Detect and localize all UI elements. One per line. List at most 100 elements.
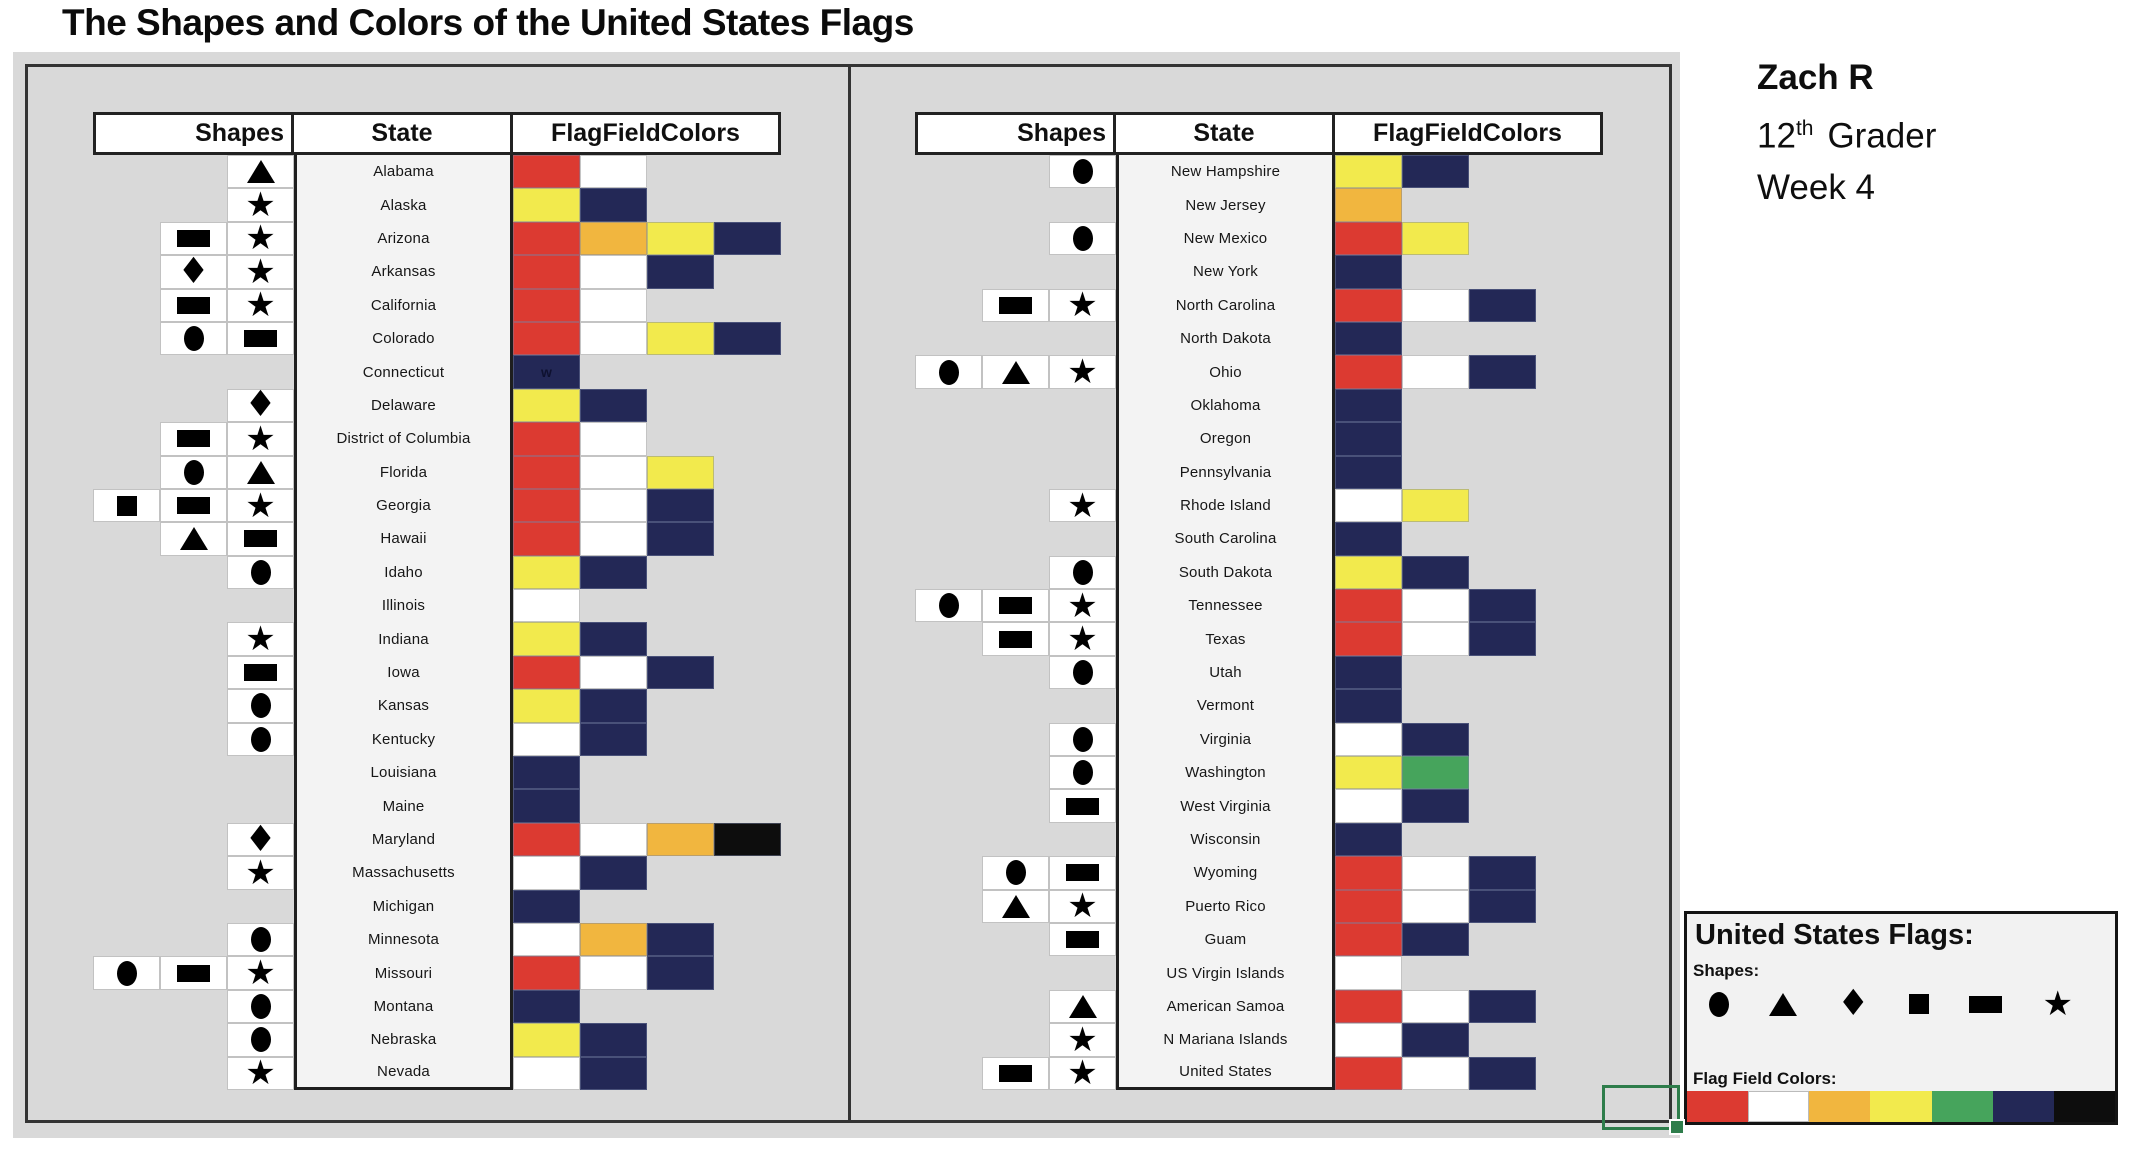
flag-color-cell-yellow bbox=[647, 455, 714, 489]
flag-color-cell-yellow bbox=[513, 1023, 580, 1057]
flag-color-cell-empty bbox=[1469, 756, 1536, 789]
shape-cell-empty bbox=[982, 756, 1049, 789]
shape-cell-empty bbox=[160, 355, 227, 388]
header-shapes: Shapes bbox=[93, 112, 294, 155]
author-annotation: Zach R 12th Grader Week 4 bbox=[1757, 52, 1936, 213]
shape-cell bbox=[1049, 789, 1116, 823]
flag-color-cell-empty bbox=[714, 1023, 781, 1056]
circle-icon bbox=[183, 326, 204, 352]
flag-color-cell-navy: w bbox=[513, 355, 580, 389]
circle-icon bbox=[183, 459, 204, 485]
flag-color-cell-empty bbox=[1402, 422, 1469, 455]
state-label: Wisconsin bbox=[1116, 822, 1335, 857]
flag-color-cell-navy bbox=[513, 889, 580, 923]
shape-cell-empty bbox=[915, 890, 982, 923]
flag-color-cell-navy bbox=[1402, 155, 1469, 189]
flag-color-cell-navy bbox=[1469, 288, 1536, 322]
flag-color-cell-empty bbox=[1402, 389, 1469, 422]
flag-color-cell-empty bbox=[714, 890, 781, 923]
flag-color-cell-empty bbox=[1469, 823, 1536, 856]
shape-cell-empty bbox=[1049, 422, 1116, 455]
shape-cell-empty bbox=[915, 1023, 982, 1056]
shape-cell: ★ bbox=[227, 288, 294, 322]
rectangle-icon bbox=[999, 597, 1032, 615]
flag-color-cell-navy bbox=[1402, 1023, 1469, 1057]
flag-color-cell-empty bbox=[714, 522, 781, 555]
flag-color-cell-empty bbox=[1536, 622, 1603, 655]
state-label: United States bbox=[1116, 1056, 1335, 1090]
flag-color-cell-red bbox=[513, 288, 580, 322]
shape-cell-empty bbox=[1049, 389, 1116, 422]
state-label: Delaware bbox=[294, 388, 513, 423]
shape-cell bbox=[227, 922, 294, 957]
flag-color-cell-empty bbox=[1536, 723, 1603, 756]
triangle-icon bbox=[179, 527, 208, 551]
shape-cell-empty bbox=[915, 622, 982, 655]
flag-color-cell-empty bbox=[647, 289, 714, 322]
flag-color-cell-empty bbox=[647, 589, 714, 622]
circle-icon bbox=[250, 693, 271, 719]
shape-cell-empty bbox=[982, 1023, 1049, 1056]
state-label: Nebraska bbox=[294, 1023, 513, 1057]
shape-cell: ★ bbox=[1049, 355, 1116, 389]
shape-cell-empty bbox=[93, 289, 160, 322]
shape-cell: ★ bbox=[227, 856, 294, 890]
flag-color-cell-navy bbox=[647, 488, 714, 523]
shape-cell: ♦ bbox=[160, 253, 227, 289]
shape-cell bbox=[93, 956, 160, 990]
flag-color-cell-red bbox=[1335, 355, 1402, 389]
shape-cell-empty bbox=[982, 656, 1049, 689]
shape-cell bbox=[982, 355, 1049, 389]
shape-cell bbox=[227, 1023, 294, 1057]
flag-color-cell-yellow bbox=[647, 221, 714, 256]
triangle-icon bbox=[246, 460, 275, 484]
shape-cell-empty bbox=[93, 322, 160, 355]
flag-color-cell-white bbox=[513, 722, 580, 757]
flag-color-cell-empty bbox=[1536, 456, 1603, 489]
state-label: District of Columbia bbox=[294, 422, 513, 456]
flag-color-cell-red bbox=[513, 956, 580, 990]
triangle-icon bbox=[1769, 992, 1798, 1016]
shape-cell bbox=[227, 455, 294, 489]
state-label: North Carolina bbox=[1116, 288, 1335, 322]
author-name: Zach R bbox=[1757, 58, 1874, 97]
star-icon: ★ bbox=[245, 953, 276, 994]
shape-cell-empty bbox=[982, 389, 1049, 422]
shape-cell-empty bbox=[93, 522, 160, 555]
flag-color-cell-navy bbox=[1402, 555, 1469, 590]
flag-color-cell-empty bbox=[647, 155, 714, 188]
flag-color-cell-yellow bbox=[513, 388, 580, 423]
flag-color-cell-navy bbox=[1335, 321, 1402, 356]
flag-color-cell-empty bbox=[1469, 723, 1536, 756]
flag-table-left: Shapes State FlagFieldColors Alabama ★ Ala… bbox=[93, 112, 781, 1090]
flag-color-cell-empty bbox=[647, 990, 714, 1023]
shape-cell-empty bbox=[93, 255, 160, 288]
shape-cell-empty bbox=[982, 522, 1049, 555]
flag-color-cell-red bbox=[513, 455, 580, 489]
shape-cell: ★ bbox=[1049, 1056, 1116, 1090]
flag-color-cell-empty bbox=[1402, 522, 1469, 555]
star-icon: ★ bbox=[245, 485, 276, 526]
flag-color-cell-navy bbox=[580, 388, 647, 423]
selection-box[interactable] bbox=[1602, 1085, 1685, 1135]
flag-color-cell-navy bbox=[1469, 856, 1536, 890]
shape-cell-empty bbox=[93, 222, 160, 255]
flag-color-cell-navy bbox=[1402, 922, 1469, 957]
shape-cell bbox=[160, 422, 227, 456]
legend-swatch-yellow bbox=[1870, 1091, 1932, 1122]
rectangle-icon bbox=[244, 664, 277, 682]
flag-color-cell-empty bbox=[1536, 188, 1603, 221]
shape-cell: ★ bbox=[227, 255, 294, 289]
flag-color-cell-red bbox=[513, 655, 580, 690]
state-label: California bbox=[294, 288, 513, 322]
state-label: South Carolina bbox=[1116, 522, 1335, 556]
flag-color-cell-empty bbox=[714, 489, 781, 522]
shape-cell-empty bbox=[93, 689, 160, 722]
star-icon: ★ bbox=[1067, 585, 1098, 626]
selection-fill-handle[interactable] bbox=[1669, 1119, 1685, 1135]
flag-table-right: Shapes State FlagFieldColors New Hampshi… bbox=[915, 112, 1603, 1090]
flag-color-cell-empty bbox=[647, 689, 714, 722]
diamond-icon: ♦ bbox=[244, 818, 277, 860]
header-state: State bbox=[291, 112, 513, 155]
flag-color-cell-empty bbox=[580, 990, 647, 1023]
